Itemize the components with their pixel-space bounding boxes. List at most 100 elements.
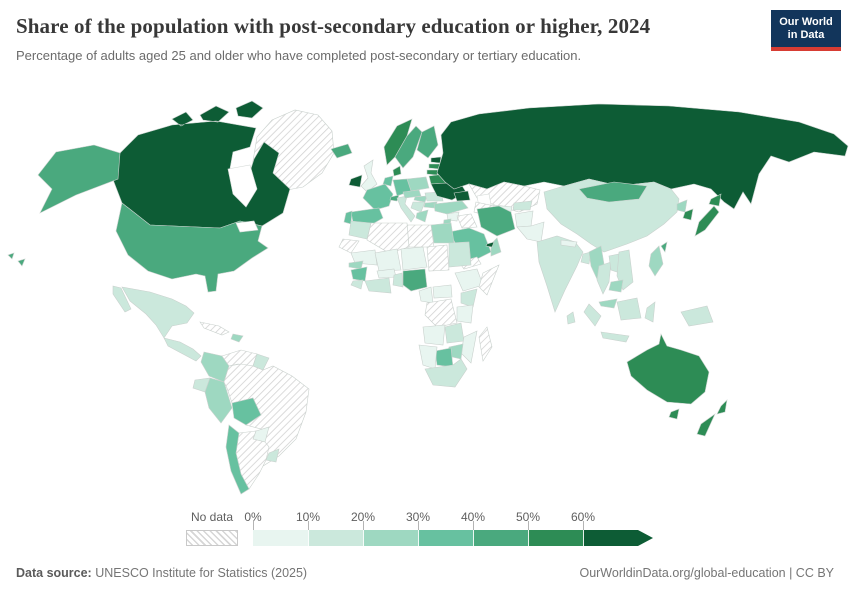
legend-segment-c4[interactable]: [473, 530, 528, 546]
country-united-kingdom[interactable]: [360, 159, 378, 193]
country-chile[interactable]: [225, 424, 250, 495]
country-drc[interactable]: [424, 298, 458, 328]
country-cambodia[interactable]: [608, 279, 624, 293]
country-canada[interactable]: [111, 100, 291, 229]
country-oman[interactable]: [490, 237, 502, 257]
credit-link[interactable]: OurWorldinData.org/global-education | CC…: [579, 566, 834, 580]
legend-segment-c3[interactable]: [418, 530, 473, 546]
country-sri-lanka[interactable]: [566, 311, 576, 325]
country-somalia[interactable]: [478, 264, 500, 296]
country-libya[interactable]: [406, 224, 435, 248]
country-zambia[interactable]: [444, 322, 465, 344]
country-caucasus[interactable]: [453, 190, 471, 202]
world-map: [0, 95, 850, 505]
legend-no-data-swatch[interactable]: [186, 530, 238, 546]
legend-tick-label: 0%: [244, 510, 262, 524]
country-mali[interactable]: [374, 248, 402, 272]
country-nigeria[interactable]: [402, 268, 428, 292]
world-map-svg: [7, 100, 849, 495]
country-afghanistan[interactable]: [514, 210, 534, 228]
country-cuba[interactable]: [199, 321, 230, 336]
country-sierra-leone-liberia[interactable]: [350, 279, 364, 290]
country-central-african-republic[interactable]: [432, 284, 453, 299]
country-madagascar[interactable]: [478, 326, 493, 362]
legend-segment-c0[interactable]: [253, 530, 308, 546]
country-ethiopia[interactable]: [454, 268, 484, 292]
country-bolivia[interactable]: [231, 397, 262, 426]
country-senegal[interactable]: [348, 260, 364, 270]
country-benin-togo[interactable]: [392, 272, 404, 288]
legend-tick-label: 30%: [405, 510, 431, 524]
country-turkey[interactable]: [433, 200, 469, 215]
country-india[interactable]: [536, 235, 584, 313]
page-title: Share of the population with post-second…: [16, 14, 651, 38]
country-indonesia[interactable]: [583, 297, 656, 343]
country-france[interactable]: [362, 183, 394, 211]
country-kenya[interactable]: [460, 288, 478, 308]
country-central-america[interactable]: [163, 337, 202, 362]
country-cameroon[interactable]: [418, 286, 434, 304]
chart-footer: Data source: UNESCO Institute for Statis…: [16, 566, 834, 580]
hudson-bay: [227, 164, 258, 208]
country-united-states[interactable]: [37, 144, 269, 293]
country-nepal[interactable]: [560, 239, 578, 248]
country-mongolia[interactable]: [578, 181, 648, 203]
country-niger[interactable]: [400, 246, 428, 271]
country-western-sahara[interactable]: [338, 238, 360, 254]
chart-header: Share of the population with post-second…: [16, 14, 760, 63]
country-taiwan[interactable]: [660, 241, 668, 253]
country-uruguay[interactable]: [265, 448, 280, 463]
country-morocco[interactable]: [348, 220, 372, 240]
country-netherlands-belgium[interactable]: [382, 175, 394, 187]
country-italy[interactable]: [396, 195, 416, 223]
country-ireland[interactable]: [348, 174, 363, 188]
country-syria[interactable]: [446, 211, 460, 222]
country-hispaniola[interactable]: [230, 333, 244, 343]
country-vietnam[interactable]: [616, 249, 634, 291]
country-philippines[interactable]: [648, 245, 664, 277]
country-namibia[interactable]: [418, 344, 438, 370]
country-sudan[interactable]: [448, 241, 472, 268]
country-mexico[interactable]: [112, 285, 195, 339]
country-pakistan[interactable]: [516, 221, 545, 243]
country-mauritania[interactable]: [350, 249, 378, 266]
country-iraq[interactable]: [456, 213, 478, 229]
country-thailand[interactable]: [596, 261, 612, 295]
country-australia[interactable]: [626, 333, 710, 420]
country-iran[interactable]: [476, 205, 516, 237]
country-south-africa[interactable]: [424, 358, 468, 388]
country-angola[interactable]: [422, 324, 446, 346]
country-new-zealand[interactable]: [696, 399, 728, 437]
country-algeria[interactable]: [366, 222, 410, 254]
country-austria-czechia[interactable]: [402, 189, 422, 199]
country-japan[interactable]: [694, 193, 722, 237]
country-balkans[interactable]: [410, 201, 426, 213]
country-hawaii[interactable]: [7, 252, 26, 267]
country-denmark[interactable]: [392, 165, 402, 177]
legend-segment-c2[interactable]: [363, 530, 418, 546]
country-egypt[interactable]: [430, 222, 455, 244]
country-ivory-coast-ghana[interactable]: [364, 277, 392, 294]
country-peru[interactable]: [204, 377, 233, 424]
country-chad[interactable]: [426, 244, 450, 272]
country-kyrgyzstan[interactable]: [512, 200, 533, 211]
owid-logo[interactable]: Our World in Data: [771, 10, 841, 51]
country-papua-new-guinea[interactable]: [680, 305, 714, 327]
country-malaysia[interactable]: [598, 298, 618, 309]
country-iceland[interactable]: [330, 143, 353, 159]
country-switzerland[interactable]: [389, 194, 400, 202]
country-tanzania[interactable]: [456, 304, 474, 324]
legend-segment-c5[interactable]: [528, 530, 583, 546]
country-south-korea[interactable]: [682, 208, 694, 221]
legend-segment-c6[interactable]: [583, 530, 638, 546]
country-greece[interactable]: [415, 209, 429, 223]
country-finland[interactable]: [416, 125, 439, 159]
country-venezuela[interactable]: [221, 349, 258, 367]
country-bangladesh[interactable]: [580, 251, 592, 265]
country-estonia[interactable]: [430, 156, 442, 164]
country-united-arab-emirates[interactable]: [485, 241, 495, 248]
country-hungary[interactable]: [413, 195, 428, 203]
country-botswana[interactable]: [434, 347, 454, 368]
legend-segment-c1[interactable]: [308, 530, 363, 546]
country-guinea[interactable]: [350, 266, 368, 282]
